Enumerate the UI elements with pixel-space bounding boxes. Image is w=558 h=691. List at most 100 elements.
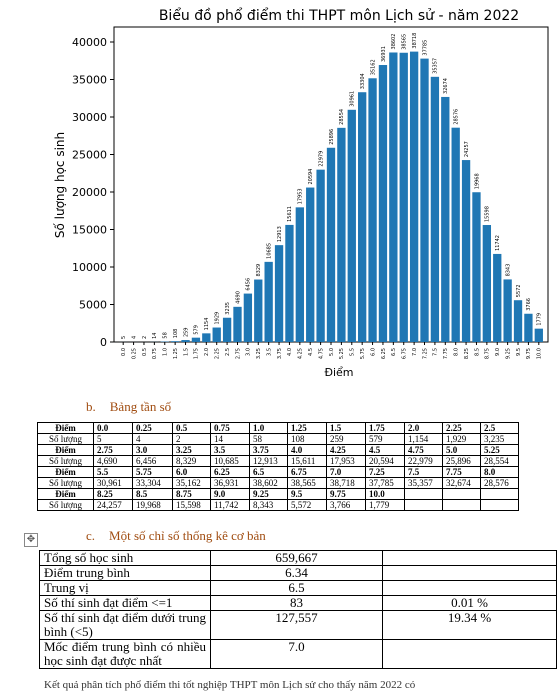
table-cell: 1.0 bbox=[250, 423, 288, 434]
table-cell: 8.75 bbox=[173, 489, 211, 500]
table-cell: 35,357 bbox=[405, 478, 443, 489]
table-cell: 32,674 bbox=[443, 478, 481, 489]
x-tick-label: 5.25 bbox=[339, 348, 345, 359]
table-cell: 22,979 bbox=[405, 456, 443, 467]
row-label: Số lượng bbox=[38, 456, 94, 467]
stats-row: Mốc điểm trung bình có nhiều học sinh đạ… bbox=[40, 640, 557, 669]
bar bbox=[368, 78, 376, 342]
bar-data-label: 20594 bbox=[308, 169, 314, 185]
x-tick-label: 0.75 bbox=[152, 348, 158, 359]
stat-value: 127,557 bbox=[211, 611, 383, 640]
stat-value: 83 bbox=[211, 596, 383, 611]
bar bbox=[254, 280, 262, 342]
x-tick-label: 4.5 bbox=[308, 348, 314, 356]
table-cell: 6.0 bbox=[173, 467, 211, 478]
y-tick-label: 35000 bbox=[72, 74, 107, 87]
x-tick-label: 1.25 bbox=[173, 348, 179, 359]
table-cell: 8.25 bbox=[94, 489, 133, 500]
bar-data-label: 3766 bbox=[526, 298, 532, 311]
table-cell: 28,576 bbox=[481, 478, 519, 489]
bar bbox=[327, 148, 335, 342]
bar bbox=[306, 188, 314, 342]
bar bbox=[233, 307, 241, 342]
table-cell: 8.0 bbox=[481, 467, 519, 478]
table-cell: 1,154 bbox=[405, 434, 443, 445]
table-cell bbox=[405, 500, 443, 511]
x-tick-label: 2.0 bbox=[204, 348, 210, 356]
y-tick-label: 20000 bbox=[72, 186, 107, 199]
y-tick-label: 5000 bbox=[79, 299, 107, 312]
table-cell: 11,742 bbox=[211, 500, 250, 511]
section-c-title: Một số chỉ số thống kê cơ bản bbox=[109, 528, 266, 543]
x-tick-label: 0.0 bbox=[121, 348, 127, 356]
stat-label: Mốc điểm trung bình có nhiều học sinh đạ… bbox=[40, 640, 211, 669]
table-cell: 37,785 bbox=[366, 478, 405, 489]
x-tick-label: 9.25 bbox=[505, 348, 511, 359]
table-cell: 9.5 bbox=[288, 489, 327, 500]
table-cell: 10.0 bbox=[366, 489, 405, 500]
table-cell: 5.5 bbox=[94, 467, 133, 478]
bar-data-label: 33304 bbox=[360, 73, 366, 89]
table-cell bbox=[405, 489, 443, 500]
bar-data-label: 24257 bbox=[464, 141, 470, 157]
table-cell: 1,779 bbox=[366, 500, 405, 511]
x-tick-label: 8.75 bbox=[485, 348, 491, 359]
x-tick-label: 9.75 bbox=[526, 348, 532, 359]
x-tick-label: 1.0 bbox=[163, 348, 169, 356]
y-tick-label: 0 bbox=[100, 336, 107, 349]
bar bbox=[181, 340, 189, 342]
x-tick-label: 8.25 bbox=[464, 348, 470, 359]
stat-label: Trung vị bbox=[40, 581, 211, 596]
x-tick-label: 6.25 bbox=[381, 348, 387, 359]
table-cell: 7.25 bbox=[366, 467, 405, 478]
y-tick-label: 30000 bbox=[72, 111, 107, 124]
bar-data-label: 35357 bbox=[433, 58, 439, 74]
bar-data-label: 32674 bbox=[443, 78, 449, 94]
row-label: Số lượng bbox=[38, 500, 94, 511]
table-cell: 2.0 bbox=[405, 423, 443, 434]
bar bbox=[389, 52, 397, 342]
table-cell: 5.25 bbox=[481, 445, 519, 456]
bar-data-label: 5 bbox=[121, 336, 127, 339]
table-cell: 2.25 bbox=[443, 423, 481, 434]
stat-percent bbox=[383, 640, 557, 669]
bar-data-label: 28576 bbox=[453, 109, 459, 125]
bar-data-label: 17953 bbox=[298, 188, 304, 204]
bar-data-label: 4 bbox=[131, 336, 137, 339]
table-cell: 2 bbox=[173, 434, 211, 445]
row-label: Số lượng bbox=[38, 434, 94, 445]
table-cell: 6,456 bbox=[133, 456, 173, 467]
bar bbox=[493, 254, 501, 342]
section-c-number: c. bbox=[86, 528, 95, 543]
table-cell: 6.5 bbox=[250, 467, 288, 478]
table-cell: 30,961 bbox=[94, 478, 133, 489]
bar-data-label: 15598 bbox=[485, 206, 491, 222]
stat-label: Tổng số học sinh bbox=[40, 551, 211, 566]
table-cell: 5.75 bbox=[133, 467, 173, 478]
table-cell bbox=[481, 500, 519, 511]
x-tick-label: 6.5 bbox=[391, 348, 397, 356]
table-cell: 2.75 bbox=[94, 445, 133, 456]
table-cell: 12,913 bbox=[250, 456, 288, 467]
stat-percent: 0.01 % bbox=[383, 596, 557, 611]
table-cell: 3,766 bbox=[327, 500, 366, 511]
x-tick-label: 8.0 bbox=[453, 348, 459, 356]
bar bbox=[379, 65, 387, 342]
bar bbox=[503, 279, 511, 342]
x-tick-label: 7.75 bbox=[443, 348, 449, 359]
plot-area: 0500010000150002000025000300003500040000… bbox=[72, 27, 548, 359]
x-tick-label: 3.5 bbox=[266, 348, 272, 356]
x-tick-label: 9.0 bbox=[495, 348, 501, 356]
move-icon[interactable]: ✥ bbox=[24, 533, 38, 547]
table-cell: 0.5 bbox=[173, 423, 211, 434]
bar bbox=[400, 53, 408, 342]
bar-data-label: 8329 bbox=[256, 264, 262, 277]
bar-data-label: 14 bbox=[152, 333, 158, 339]
x-tick-label: 6.0 bbox=[370, 348, 376, 356]
table-cell: 4.5 bbox=[366, 445, 405, 456]
